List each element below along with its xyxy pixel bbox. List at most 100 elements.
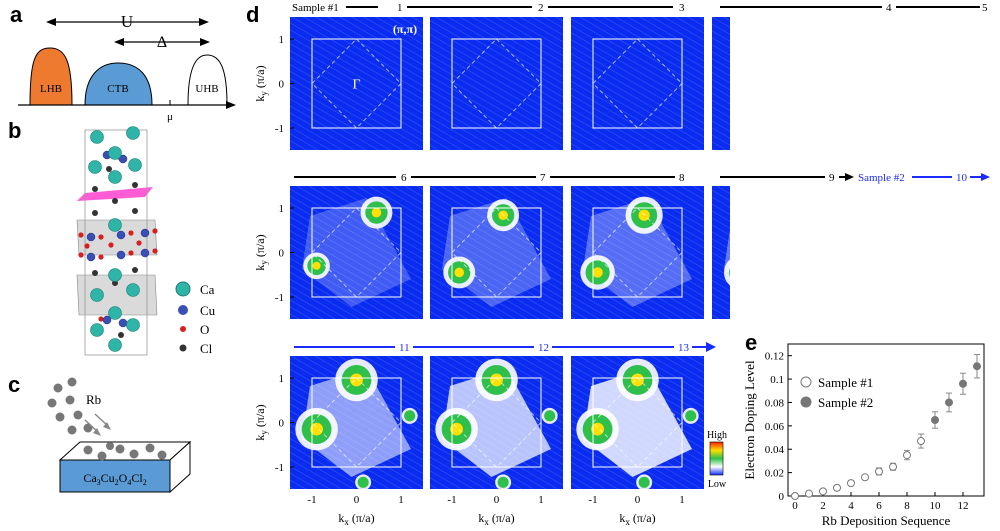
data-point [959, 379, 967, 388]
legend-o: O [200, 322, 209, 337]
data-point [847, 479, 855, 488]
x-tick-label: 1 [538, 494, 544, 506]
y-tick-label: 0 [279, 79, 285, 91]
copper-atom [118, 318, 128, 328]
lhb-band [29, 47, 73, 106]
seq-2: 2 [538, 2, 544, 14]
panel-e-doping-chart: Electron Doping Level Rb Deposition Sequ… [742, 343, 985, 528]
map-noise [290, 186, 423, 319]
copper-atom [140, 228, 150, 238]
legend-label: Sample #1 [818, 375, 873, 390]
y-tick-label: 1 [279, 373, 285, 385]
kx-axis-sub: x [625, 517, 630, 527]
mu-label: μ [167, 111, 173, 123]
pipi-point-label: (π,π) [393, 22, 417, 36]
chart-x-tick-label: 4 [848, 500, 854, 512]
y-tick-label: 1 [279, 34, 285, 46]
calcium-atom [88, 160, 102, 174]
calcium-atom [108, 218, 122, 232]
chart-x-tick-label: 6 [876, 500, 882, 512]
fermi-pocket [544, 410, 556, 422]
data-point [931, 416, 939, 424]
fermi-pocket-core [371, 207, 382, 218]
x-tick-label: 0 [635, 494, 641, 506]
ky-axis-label: ky (π/a) [253, 234, 269, 270]
data-point [973, 362, 981, 371]
seq-6: 6 [401, 172, 407, 184]
oxygen-atom [98, 234, 104, 240]
octahedra-layer [76, 219, 158, 256]
legend-label: Sample #2 [818, 395, 873, 410]
y-tick-label: 0 [279, 418, 285, 430]
map-noise [430, 17, 563, 150]
fermi-pocket [497, 476, 509, 488]
crystal-legend: Ca Cu O Cl [175, 281, 216, 356]
ky-axis-unit: (π/a) [253, 404, 267, 430]
ky-axis-sub: y [259, 430, 269, 435]
fermi-pocket-core [350, 373, 363, 387]
data-point [917, 437, 925, 446]
calcium-atom [126, 318, 140, 332]
y-tick-label: 1 [279, 203, 285, 215]
fermi-pocket-core [631, 373, 644, 387]
fermi-map [430, 17, 563, 150]
fermi-pocket-core [498, 210, 508, 221]
fermi-map: -1 0 1 kx (π/a) [571, 356, 704, 527]
fermi-map: 1 0 -1 ky (π/a) -1 0 1 kx (π/a) [253, 356, 423, 527]
seq-3: 3 [679, 2, 685, 14]
fermi-pocket-core [450, 422, 463, 436]
chlorine-atom [92, 270, 98, 276]
fermi-map [430, 186, 563, 319]
kx-axis-unit: (π/a) [630, 511, 656, 525]
chlorine-atom [92, 186, 98, 192]
legend-cu: Cu [200, 303, 216, 318]
copper-atom [140, 248, 150, 258]
fermi-map [571, 186, 704, 319]
seq-sample2: Sample #2 [858, 172, 905, 184]
data-point [833, 483, 841, 492]
chart-y-tick-label: 0.08 [765, 397, 785, 409]
chlorine-atom [132, 267, 138, 273]
crystal-lattice [76, 126, 158, 356]
uhb-band [187, 54, 228, 106]
rb-atoms [47, 377, 93, 435]
y-tick-label: -1 [275, 292, 284, 304]
rb-label: Rb [86, 392, 101, 407]
chart-y-tick-label: 0.04 [765, 444, 785, 456]
y-tick-label: -1 [275, 462, 284, 474]
fermi-pocket [638, 476, 650, 488]
calcium-atom [128, 158, 142, 172]
calcium-atom [90, 323, 104, 337]
seq-9: 9 [829, 172, 835, 184]
delta-label: Δ [157, 34, 167, 51]
ky-axis-unit: (π/a) [253, 234, 267, 260]
x-tick-label: 0 [494, 494, 500, 506]
colorbar-high: High [707, 430, 727, 441]
oxygen-atom [84, 243, 90, 249]
x-tick-label: -1 [307, 494, 316, 506]
y-tick-label: -1 [275, 123, 284, 135]
ky-axis-sub: y [259, 260, 269, 265]
lhb-label: LHB [40, 83, 62, 95]
chart-x-tick-label: 12 [958, 500, 969, 512]
chart-frame [787, 343, 985, 497]
fermi-map [712, 186, 730, 319]
x-tick-label: -1 [447, 494, 456, 506]
calcium-atom [108, 306, 122, 320]
calcium-atom [126, 126, 140, 140]
seq-5: 5 [982, 2, 988, 14]
data-point [819, 487, 827, 496]
x-tick-label: 0 [354, 494, 360, 506]
legend-marker [800, 396, 812, 408]
fermi-map: -1 0 1 kx (π/a) [430, 356, 563, 527]
seq-10: 10 [956, 172, 968, 184]
copper-atom [118, 154, 128, 164]
seq-13: 13 [678, 342, 690, 354]
substrate-block [59, 459, 171, 493]
data-point [903, 451, 911, 460]
surface-atoms [83, 442, 167, 461]
x-tick-label: 1 [679, 494, 685, 506]
chart-x-tick-label: 8 [904, 500, 910, 512]
calcium-atom [108, 146, 122, 160]
kx-axis-label: kx (π/a) [478, 511, 514, 527]
